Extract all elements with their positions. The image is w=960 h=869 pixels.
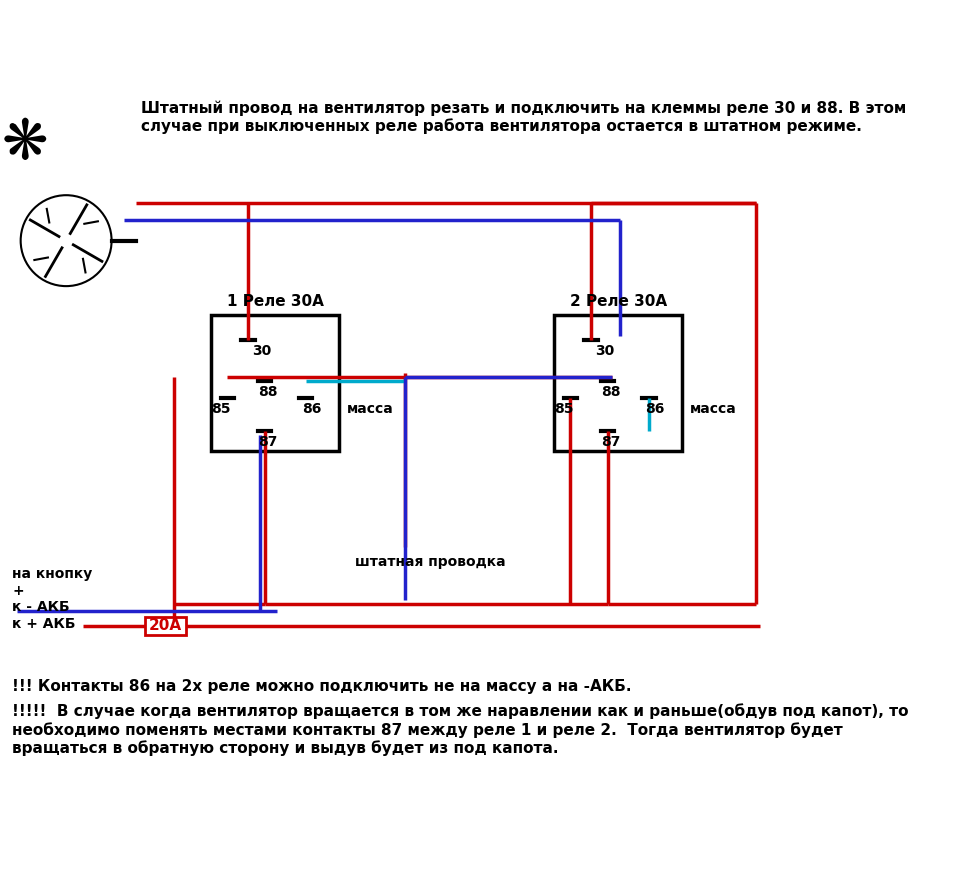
Text: 87: 87 bbox=[601, 434, 620, 449]
Text: 30: 30 bbox=[252, 344, 272, 358]
Text: 88: 88 bbox=[601, 385, 620, 400]
Text: 2 Реле 30А: 2 Реле 30А bbox=[570, 295, 667, 309]
Text: 20А: 20А bbox=[149, 619, 181, 634]
Text: 85: 85 bbox=[211, 401, 230, 416]
Text: 1 Реле 30А: 1 Реле 30А bbox=[228, 295, 324, 309]
Text: 87: 87 bbox=[258, 434, 277, 449]
Bar bbox=[554, 315, 682, 452]
Text: 86: 86 bbox=[301, 401, 321, 416]
Text: штатная проводка: штатная проводка bbox=[355, 554, 506, 569]
Text: +: + bbox=[12, 584, 24, 598]
Text: масса: масса bbox=[348, 401, 394, 416]
Text: !!!!!  В случае когда вентилятор вращается в том же наравлении как и раньше(обду: !!!!! В случае когда вентилятор вращаетс… bbox=[12, 704, 909, 756]
Bar bbox=[211, 315, 339, 452]
Text: 86: 86 bbox=[645, 401, 664, 416]
Text: 30: 30 bbox=[595, 344, 614, 358]
Text: !!! Контакты 86 на 2х реле можно подключить не на массу а на -АКБ.: !!! Контакты 86 на 2х реле можно подключ… bbox=[12, 679, 632, 693]
Text: ❋: ❋ bbox=[2, 116, 48, 170]
Bar bbox=[145, 617, 186, 635]
Text: масса: масса bbox=[690, 401, 737, 416]
Text: 85: 85 bbox=[554, 401, 573, 416]
Text: на кнопку: на кнопку bbox=[12, 567, 93, 581]
Text: Штатный провод на вентилятор резать и подключить на клеммы реле 30 и 88. В этом
: Штатный провод на вентилятор резать и по… bbox=[140, 100, 906, 134]
Text: к + АКБ: к + АКБ bbox=[12, 617, 76, 631]
Text: к - АКБ: к - АКБ bbox=[12, 600, 70, 614]
Text: 88: 88 bbox=[258, 385, 277, 400]
